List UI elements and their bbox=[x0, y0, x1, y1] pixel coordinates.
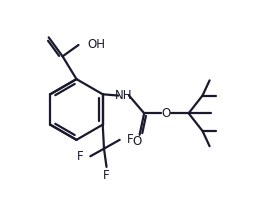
Text: F: F bbox=[77, 150, 83, 163]
Text: F: F bbox=[127, 133, 133, 146]
Text: O: O bbox=[162, 107, 171, 120]
Text: NH: NH bbox=[115, 89, 132, 102]
Text: OH: OH bbox=[87, 39, 105, 52]
Text: O: O bbox=[132, 135, 142, 148]
Text: F: F bbox=[103, 169, 110, 182]
